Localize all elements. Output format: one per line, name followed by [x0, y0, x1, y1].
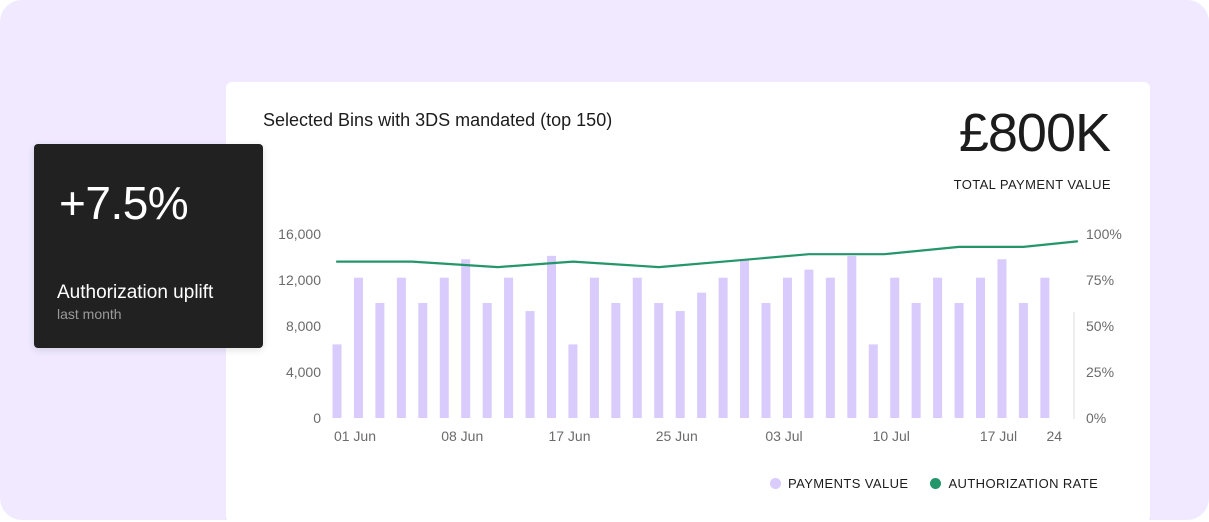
bar-payments-value [890, 277, 900, 418]
bar-payments-value [332, 344, 342, 418]
bar-payments-value [396, 277, 406, 418]
chart-legend: PAYMENTS VALUE AUTHORIZATION RATE [770, 476, 1098, 491]
bar-payments-value [568, 344, 578, 418]
x-tick-label: 08 Jun [441, 428, 483, 444]
y2-tick-label: 0% [1086, 410, 1106, 426]
chart-title: Selected Bins with 3DS mandated (top 150… [263, 110, 613, 130]
x-tick-label: 17 Jun [548, 428, 590, 444]
y-tick-label: 12,000 [278, 272, 321, 288]
uplift-label: Authorization uplift [57, 282, 214, 303]
bar-payments-value [868, 344, 878, 418]
bar-payments-value [997, 259, 1007, 418]
uplift-sublabel: last month [57, 306, 122, 322]
legend-item-authorization-rate: AUTHORIZATION RATE [930, 476, 1098, 491]
y-tick-label: 8,000 [286, 318, 321, 334]
bar-payments-value [697, 292, 707, 418]
x-tick-label: 24 [1047, 428, 1063, 444]
total-payment-value: £800K [958, 103, 1111, 163]
uplift-card: +7.5% Authorization uplift last month [34, 144, 263, 348]
bar-payments-value [461, 259, 471, 418]
legend-item-payments-value: PAYMENTS VALUE [770, 476, 908, 491]
y-tick-label: 0 [313, 410, 321, 426]
bar-payments-value [847, 255, 857, 418]
bar-payments-value [439, 277, 449, 418]
legend-label-authorization: AUTHORIZATION RATE [948, 476, 1099, 491]
bar-payments-value [353, 277, 363, 418]
bar-payments-value [976, 277, 985, 418]
bar-payments-value [654, 303, 664, 418]
chart-card: Selected Bins with 3DS mandated (top 150… [226, 82, 1150, 522]
y-tick-label: 16,000 [278, 226, 321, 242]
legend-label-payments: PAYMENTS VALUE [788, 476, 909, 491]
total-payment-label: TOTAL PAYMENT VALUE [953, 177, 1111, 192]
x-tick-label: 10 Jul [873, 428, 910, 444]
bar-payments-value [547, 255, 556, 418]
line-authorization-rate [335, 240, 1079, 269]
bar-payments-value [525, 311, 535, 418]
bar-payments-value [589, 277, 599, 418]
bar-payments-value [933, 277, 943, 418]
bar-payments-value [1018, 303, 1028, 418]
x-tick-label: 17 Jul [980, 428, 1017, 444]
bar-payments-value [611, 303, 621, 418]
bar-payments-value [718, 277, 728, 418]
bar-payments-value [504, 277, 514, 418]
x-tick-label: 01 Jun [334, 428, 376, 444]
bar-payments-value [782, 277, 792, 418]
x-tick-label: 25 Jun [656, 428, 698, 444]
legend-dot-payments [770, 478, 781, 489]
y-tick-label: 4,000 [286, 364, 321, 380]
bar-payments-value [1040, 277, 1050, 418]
bar-payments-value [675, 311, 685, 418]
bar-payments-value [954, 303, 964, 418]
bar-payments-value [761, 303, 771, 418]
bar-payments-value [825, 277, 835, 418]
bar-payments-value [375, 303, 385, 418]
x-tick-label: 03 Jul [765, 428, 802, 444]
y2-tick-label: 100% [1086, 226, 1122, 242]
bar-payments-value [418, 303, 428, 418]
y2-tick-label: 50% [1086, 318, 1114, 334]
bar-payments-value [804, 269, 814, 418]
y2-tick-label: 75% [1086, 272, 1114, 288]
bar-payments-value [482, 303, 492, 418]
bar-payments-value [740, 259, 750, 418]
uplift-value: +7.5% [59, 177, 189, 229]
y2-tick-label: 25% [1086, 364, 1114, 380]
bar-payments-value [632, 277, 642, 418]
legend-dot-authorization [930, 478, 942, 489]
bar-payments-value [911, 303, 921, 418]
